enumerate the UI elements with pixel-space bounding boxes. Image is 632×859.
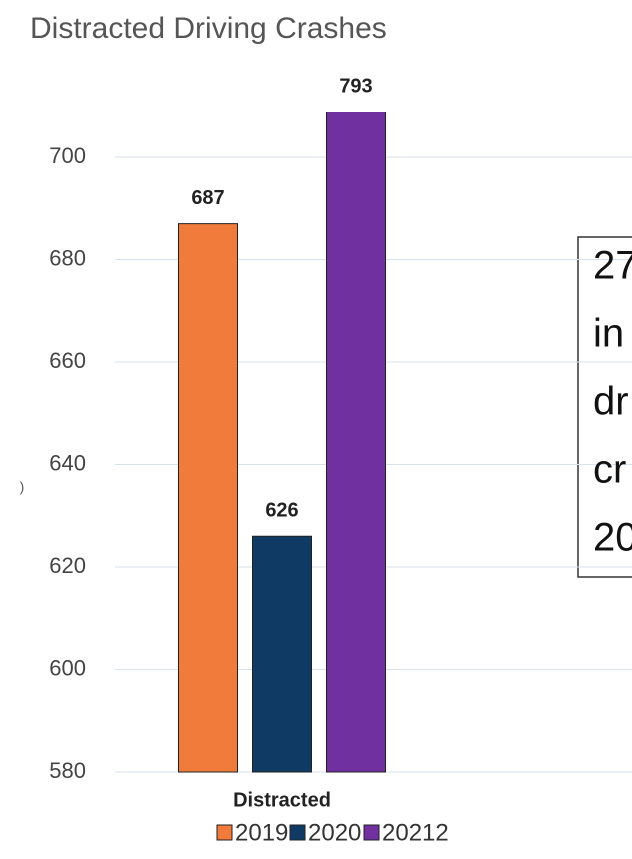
- y-tick-label: 680: [49, 245, 86, 270]
- data-label: 793: [339, 75, 372, 97]
- annotation-text: in: [593, 312, 624, 356]
- chart-title: Distracted Driving Crashes: [30, 12, 387, 45]
- y-tick-label: 660: [49, 348, 86, 373]
- annotation-text: dr: [593, 380, 629, 424]
- legend-label: 20212: [382, 819, 449, 846]
- legend-label: 2019: [235, 819, 288, 846]
- x-tick-label: Distracted: [233, 789, 331, 811]
- y-tick-label: 700: [49, 143, 86, 168]
- annotation-text: cr: [593, 448, 626, 492]
- legend-swatch: [216, 824, 233, 841]
- data-label: 626: [265, 500, 298, 522]
- data-label: 687: [191, 187, 224, 209]
- bar: [326, 112, 386, 773]
- legend-swatch: [363, 824, 380, 841]
- y-tick-label: 620: [49, 553, 86, 578]
- annotation-text: 27: [593, 244, 632, 288]
- bar: [252, 535, 312, 773]
- bar: [178, 223, 238, 773]
- legend-label: 2020: [308, 819, 361, 846]
- y-tick-label: 600: [49, 655, 86, 680]
- y-tick-label: 640: [49, 450, 86, 475]
- annotation-box: [577, 236, 632, 578]
- legend-swatch: [289, 824, 306, 841]
- annotation-text: 20: [593, 516, 632, 560]
- y-axis-label: ): [20, 479, 25, 495]
- plot-area: [178, 112, 386, 773]
- y-tick-label: 580: [49, 758, 86, 783]
